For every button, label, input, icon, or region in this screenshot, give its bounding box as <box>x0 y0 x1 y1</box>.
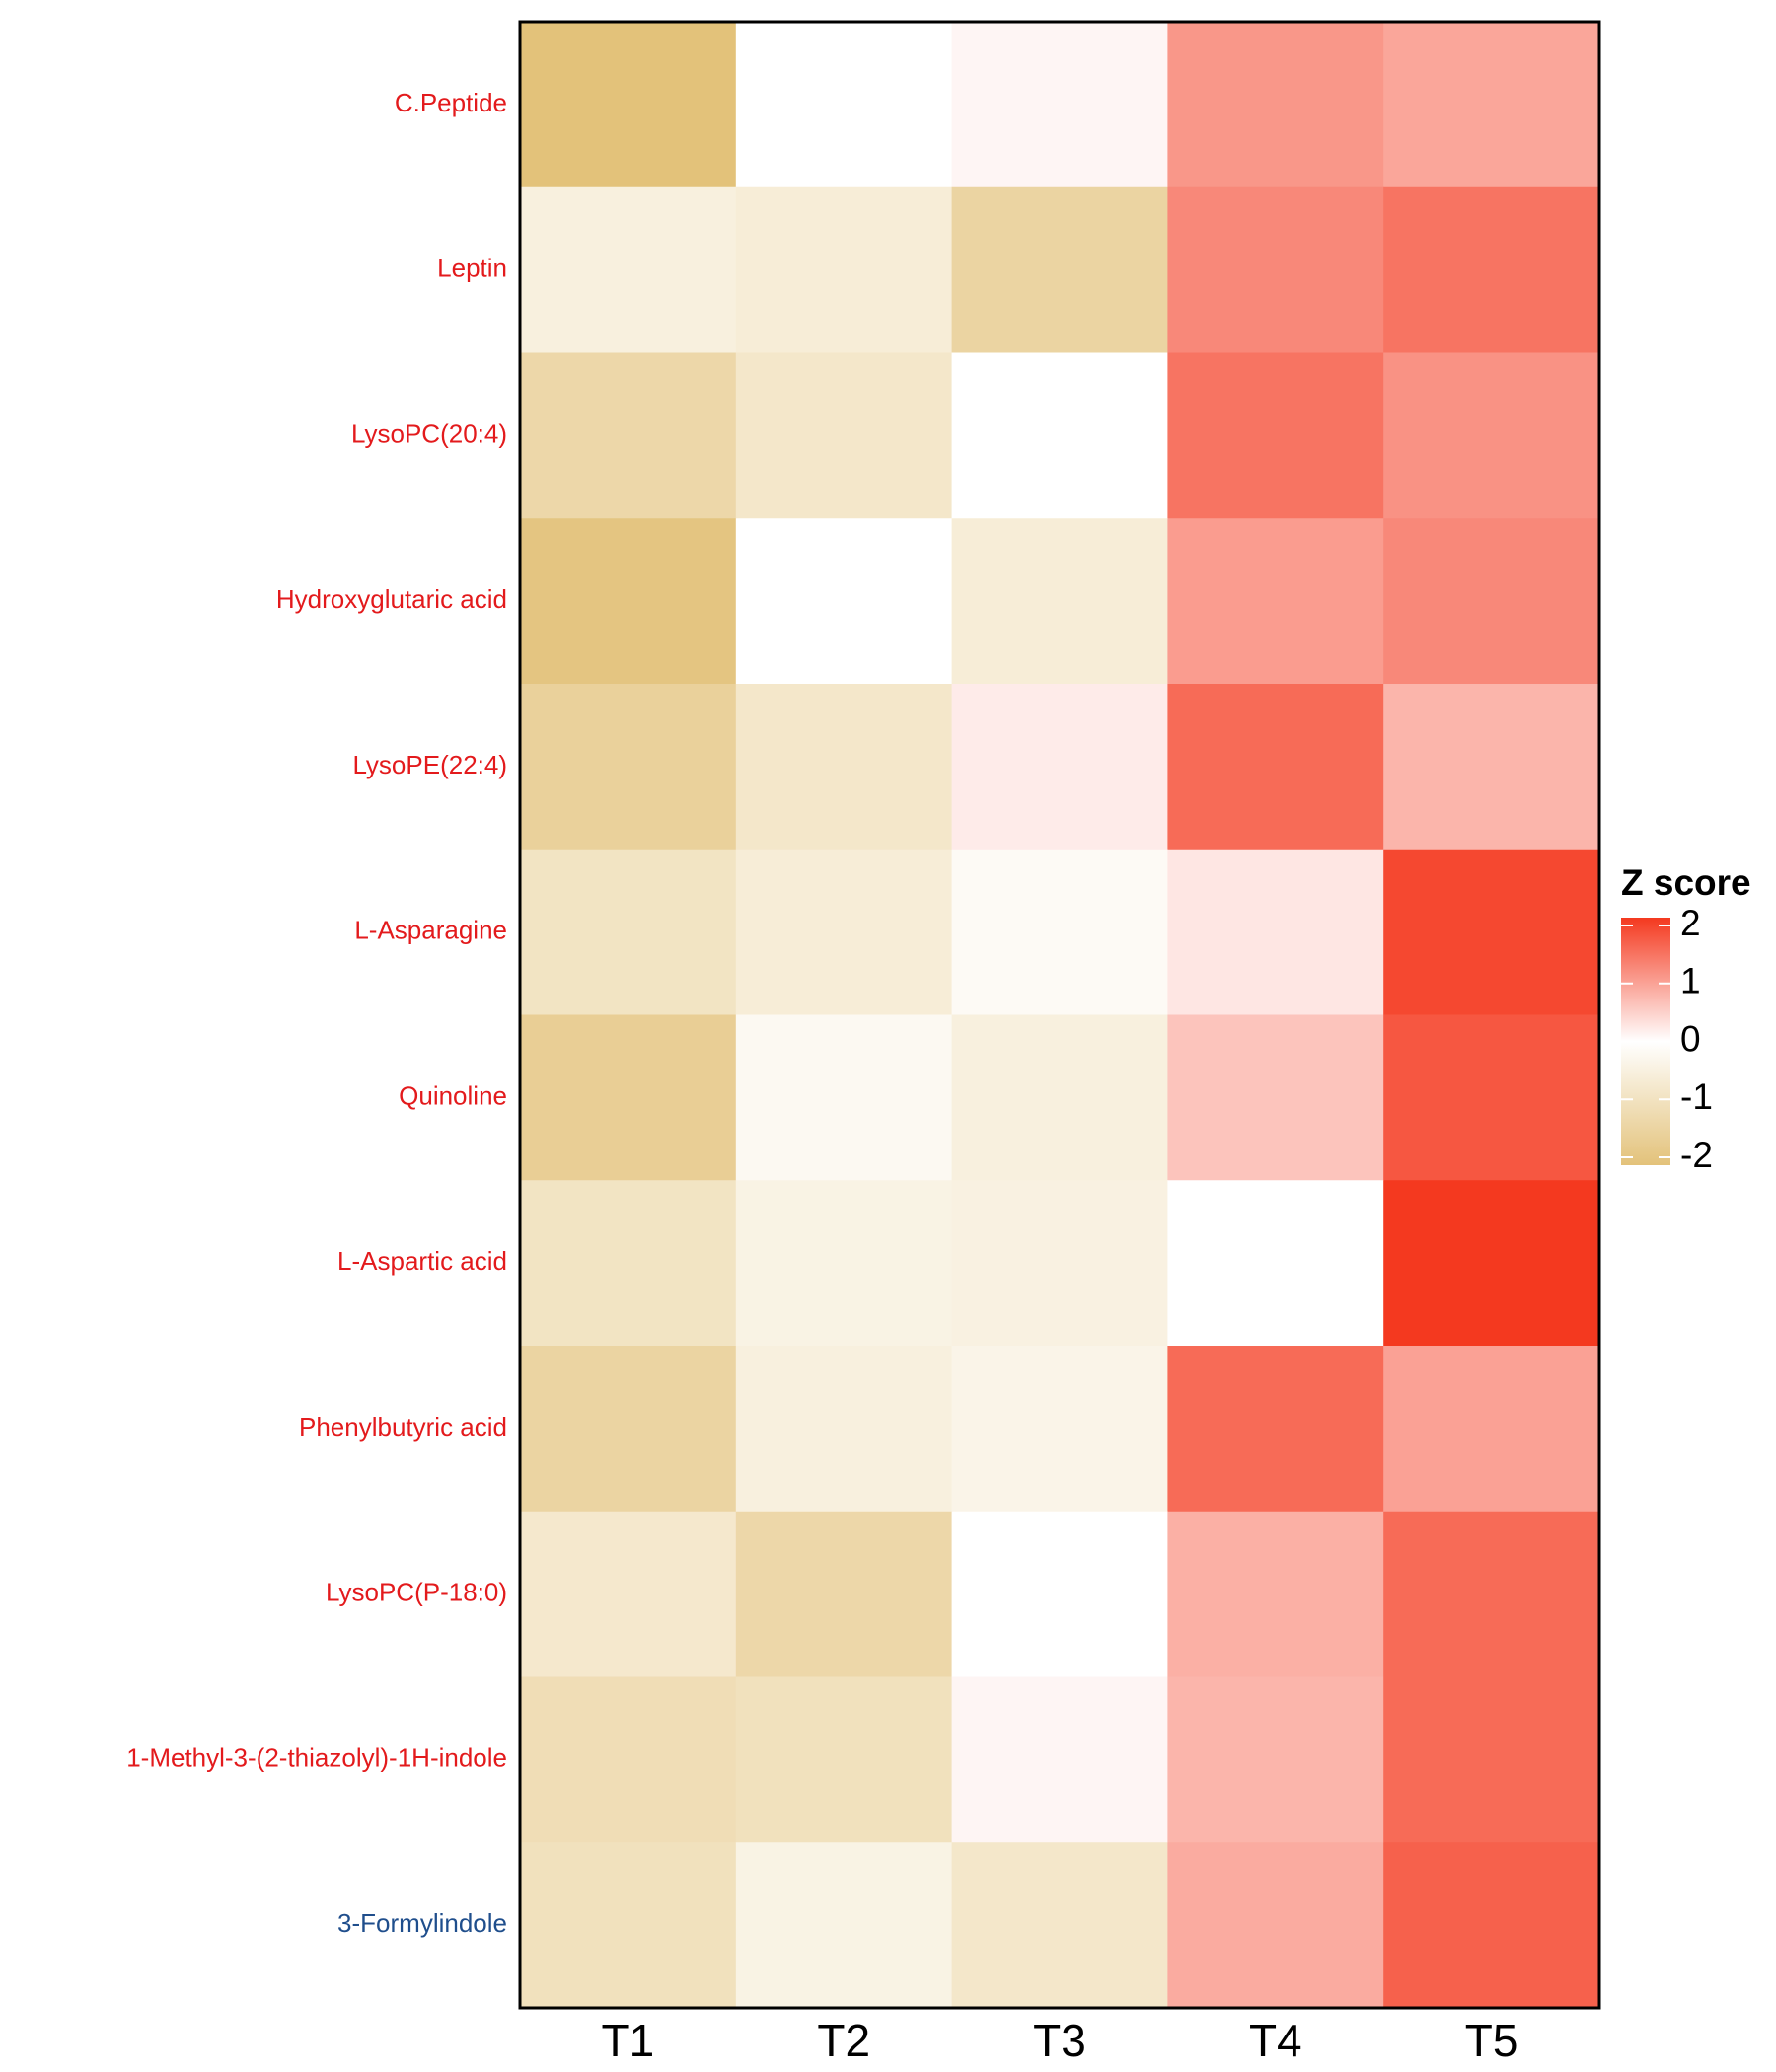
heatmap-cell <box>1167 1511 1384 1677</box>
heatmap-cell <box>735 684 953 851</box>
row-label: L-Asparagine <box>354 916 507 945</box>
heatmap-cell <box>1383 1511 1600 1677</box>
heatmap-cell <box>951 186 1168 353</box>
heatmap-cell <box>1167 1676 1384 1843</box>
heatmap-cell <box>1383 1346 1600 1513</box>
legend-title: Z score <box>1621 862 1751 903</box>
heatmap-cell <box>951 22 1168 188</box>
heatmap-cell <box>1383 684 1600 851</box>
legend-tick-label: 2 <box>1680 903 1701 943</box>
heatmap-cell <box>735 1346 953 1513</box>
heatmap-cell <box>1167 684 1384 851</box>
heatmap-cell <box>520 1180 737 1347</box>
heatmap-cell <box>735 518 953 685</box>
heatmap-cell <box>1383 352 1600 519</box>
heatmap-cell <box>951 684 1168 851</box>
heatmap-cell <box>1383 849 1600 1015</box>
row-label: C.Peptide <box>395 88 507 117</box>
legend-tick-label: 0 <box>1680 1018 1701 1059</box>
heatmap-cell <box>1383 1842 1600 2009</box>
heatmap-cell <box>951 352 1168 519</box>
heatmap-cell <box>735 1842 953 2009</box>
heatmap-cell <box>951 1014 1168 1181</box>
heatmap-cell <box>1383 1180 1600 1347</box>
row-label: LysoPE(22:4) <box>352 750 507 779</box>
row-label: Leptin <box>437 254 507 283</box>
heatmap-border <box>518 20 1601 2010</box>
column-label: T3 <box>1033 2015 1086 2066</box>
heatmap-cell <box>1167 1346 1384 1513</box>
row-label: Hydroxyglutaric acid <box>276 584 507 614</box>
heatmap-cell <box>1167 186 1384 353</box>
row-label: LysoPC(P-18:0) <box>326 1578 507 1607</box>
heatmap-cell <box>735 1180 953 1347</box>
column-label: T2 <box>817 2015 870 2066</box>
column-label: T1 <box>602 2015 655 2066</box>
heatmap-cell <box>520 186 737 353</box>
heatmap-cell <box>1167 849 1384 1015</box>
heatmap-cell <box>735 22 953 188</box>
heatmap-cell <box>951 849 1168 1015</box>
heatmap-cell <box>1167 1014 1384 1181</box>
heatmap-cell <box>951 1676 1168 1843</box>
heatmap-cell <box>1383 518 1600 685</box>
heatmap-cell <box>951 1180 1168 1347</box>
heatmap-cell <box>520 1346 737 1513</box>
heatmap-cell <box>1383 186 1600 353</box>
heatmap-cell <box>951 1842 1168 2009</box>
colorbar-legend: Z score 2 1 0 -1 -2 <box>1621 862 1751 1175</box>
row-label: Phenylbutyric acid <box>299 1412 507 1442</box>
row-label: LysoPC(20:4) <box>351 418 507 448</box>
column-labels: T1 T2 T3 T4 T5 <box>602 2015 1518 2066</box>
heatmap-cell <box>735 186 953 353</box>
heatmap-cell <box>1167 22 1384 188</box>
heatmap-cell <box>520 1511 737 1677</box>
heatmap-cell <box>735 1014 953 1181</box>
heatmap-cell <box>520 684 737 851</box>
heatmap-cell <box>951 1511 1168 1677</box>
legend-tick-label: 1 <box>1680 961 1701 1001</box>
heatmap-cell <box>735 849 953 1015</box>
heatmap-cell <box>520 1842 737 2009</box>
row-label: L-Aspartic acid <box>337 1246 507 1276</box>
heatmap-cell <box>1383 1014 1600 1181</box>
legend-tick-label: -2 <box>1680 1135 1713 1175</box>
heatmap-cell <box>1167 518 1384 685</box>
row-label: Quinoline <box>399 1080 507 1110</box>
heatmap-cell <box>520 352 737 519</box>
heatmap-cell <box>951 1346 1168 1513</box>
column-label: T4 <box>1249 2015 1302 2066</box>
heatmap-cell <box>1167 1842 1384 2009</box>
heatmap-cell <box>735 1511 953 1677</box>
row-labels: C.Peptide Leptin LysoPC(20:4) Hydroxyglutar… <box>126 88 507 1938</box>
heatmap-cell <box>735 1676 953 1843</box>
heatmap-cell <box>951 518 1168 685</box>
heatmap-cell <box>1167 352 1384 519</box>
heatmap-cell <box>1383 1676 1600 1843</box>
heatmap-cell <box>735 352 953 519</box>
heatmap-cells <box>520 22 1600 2009</box>
row-label: 1-Methyl-3-(2-thiazolyl)-1H-indole <box>126 1742 507 1772</box>
legend-ticks: 2 1 0 -1 -2 <box>1621 903 1713 1175</box>
heatmap-cell <box>520 518 737 685</box>
legend-tick-label: -1 <box>1680 1076 1713 1117</box>
heatmap-cell <box>1383 22 1600 188</box>
heatmap-cell <box>520 22 737 188</box>
column-label: T5 <box>1465 2015 1518 2066</box>
heatmap-cell <box>1167 1180 1384 1347</box>
row-label: 3-Formylindole <box>337 1908 507 1938</box>
heatmap-cell <box>520 1014 737 1181</box>
heatmap-cell <box>520 849 737 1015</box>
heatmap-cell <box>520 1676 737 1843</box>
